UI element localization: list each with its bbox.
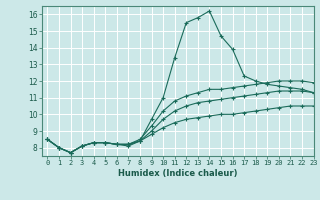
X-axis label: Humidex (Indice chaleur): Humidex (Indice chaleur): [118, 169, 237, 178]
